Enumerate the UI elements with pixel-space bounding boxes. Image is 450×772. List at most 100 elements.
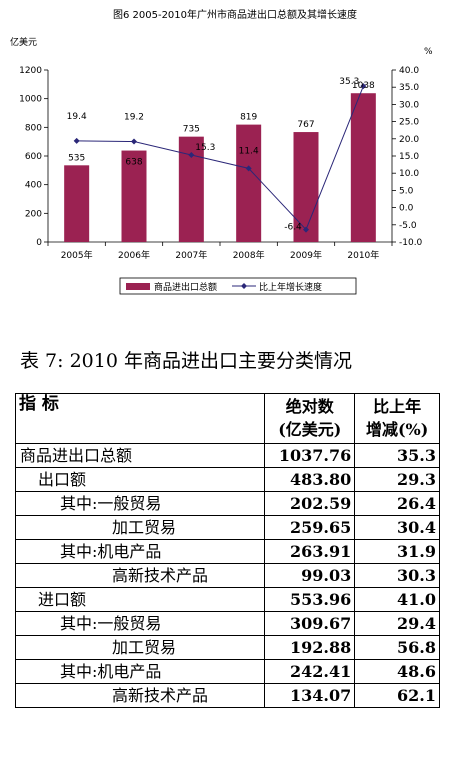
legend-label-growth: 比上年增长速度: [259, 281, 322, 293]
row-label: 出口额: [14, 467, 266, 492]
table-row: 出口额 483.80 29.3: [14, 467, 440, 492]
right-tick-label: 15.0: [399, 152, 419, 162]
row-label: 高新技术产品: [14, 563, 266, 588]
header-change-line2: 增减(%): [365, 420, 429, 439]
bar-value-label: 819: [240, 113, 257, 123]
right-tick-label: -5.0: [399, 221, 417, 231]
table-row: 商品进出口总额 1037.76 35.3: [14, 443, 440, 468]
row-label: 其中:一般贸易: [14, 611, 266, 636]
bar-value-label: 735: [183, 125, 200, 135]
bar: [236, 124, 262, 242]
left-tick-label: 1200: [19, 66, 42, 76]
bar-value-label: 767: [297, 120, 314, 130]
chart-legend: 商品进出口总额 比上年增长速度: [119, 277, 357, 295]
header-absolute: 绝对数 (亿美元): [264, 393, 356, 444]
row-change: 31.9: [354, 539, 440, 564]
line-point: [131, 138, 137, 145]
row-change: 41.0: [354, 587, 440, 612]
table-row: 加工贸易 192.88 56.8: [14, 635, 440, 660]
row-label: 其中:机电产品: [14, 539, 266, 564]
row-label: 高新技术产品: [14, 683, 266, 708]
right-tick-label: 35.0: [399, 83, 419, 93]
table-row: 其中:一般贸易 202.59 26.4: [14, 491, 440, 516]
row-value: 192.88: [264, 635, 356, 660]
row-value: 483.80: [264, 467, 356, 492]
legend-line-marker: [241, 283, 247, 289]
left-tick-label: 800: [25, 123, 42, 133]
right-tick-label: 10.0: [399, 169, 419, 179]
left-tick-label: 400: [25, 181, 42, 191]
bar-value-label: 535: [68, 153, 85, 163]
line-value-label: -6.4: [284, 223, 302, 233]
x-tick-label: 2006年: [118, 249, 150, 261]
line-value-label: 19.2: [124, 113, 144, 123]
table-title: 表 7: 2010 年商品进出口主要分类情况: [20, 350, 352, 372]
x-tick-label: 2009年: [290, 249, 322, 261]
data-labels: 535 638 735 819 767 1038 19.4 19.2 15.3 11.4 -6.4 3…: [67, 77, 375, 232]
left-axis-unit: 亿美元: [10, 36, 37, 48]
row-value: 242.41: [264, 659, 356, 684]
growth-line: [76, 85, 364, 231]
legend-label-total: 商品进出口总额: [154, 281, 217, 293]
line-point: [303, 226, 309, 233]
row-value: 202.59: [264, 491, 356, 516]
header-indicator: 指 标: [14, 393, 266, 444]
row-value: 263.91: [264, 539, 356, 564]
table-header-row: 指 标 绝对数 (亿美元) 比上年 增减(%): [14, 393, 440, 444]
left-tick-label: 600: [25, 152, 42, 162]
row-change: 48.6: [354, 659, 440, 684]
table-row: 其中:机电产品 263.91 31.9: [14, 539, 440, 564]
row-change: 29.3: [354, 467, 440, 492]
row-label: 其中:一般贸易: [14, 491, 266, 516]
right-tick-label: 30.0: [399, 100, 419, 110]
line-value-label: 35.3: [339, 77, 359, 87]
chart-title: 图6 2005-2010年广州市商品进出口总额及其增长速度: [113, 8, 357, 21]
x-tick-label: 2005年: [61, 249, 93, 261]
row-change: 29.4: [354, 611, 440, 636]
x-tick-label: 2007年: [175, 249, 207, 261]
row-label: 加工贸易: [14, 635, 266, 660]
right-tick-label: -10.0: [399, 238, 423, 248]
line-value-label: 19.4: [67, 112, 87, 122]
left-tick-label: 200: [25, 209, 42, 219]
trade-category-table: 指 标 绝对数 (亿美元) 比上年 增减(%) 商品进出口总额 1037.76 35…: [14, 393, 440, 708]
line-value-label: 15.3: [195, 143, 215, 153]
line-point: [360, 83, 367, 90]
table-row: 高新技术产品 134.07 62.1: [14, 683, 440, 708]
table-row: 进口额 553.96 41.0: [14, 587, 440, 612]
row-change: 35.3: [354, 443, 440, 468]
header-change-line1: 比上年: [373, 397, 422, 416]
row-change: 62.1: [354, 683, 440, 708]
bar: [293, 132, 319, 242]
chart-axes: 0 200 400 600 800 1000 1200 -10.0 -5.0 0.0 5.0 10.0…: [19, 66, 422, 261]
row-value: 99.03: [264, 563, 356, 588]
right-tick-label: 40.0: [399, 66, 419, 76]
line-point: [245, 165, 252, 172]
row-value: 553.96: [264, 587, 356, 612]
row-change: 30.4: [354, 515, 440, 540]
bar-value-label: 638: [125, 158, 142, 168]
bar: [64, 165, 90, 242]
row-label: 加工贸易: [14, 515, 266, 540]
combo-chart: 图6 2005-2010年广州市商品进出口总额及其增长速度 亿美元 % 0 200…: [10, 8, 433, 295]
legend-box: [119, 277, 357, 295]
row-value: 259.65: [264, 515, 356, 540]
right-tick-label: 5.0: [399, 186, 414, 196]
row-value: 134.07: [264, 683, 356, 708]
right-tick-label: 25.0: [399, 118, 419, 128]
row-label: 商品进出口总额: [14, 443, 266, 468]
row-label: 其中:机电产品: [14, 659, 266, 684]
left-tick-label: 1000: [19, 95, 42, 105]
legend-bar-swatch: [126, 283, 150, 290]
left-tick-label: 0: [36, 238, 42, 248]
table-row: 加工贸易 259.65 30.4: [14, 515, 440, 540]
header-absolute-line2: (亿美元): [278, 420, 342, 439]
right-tick-label: 20.0: [399, 135, 419, 145]
right-tick-label: 0.0: [399, 204, 414, 214]
line-point: [188, 151, 195, 158]
row-value: 1037.76: [264, 443, 356, 468]
row-change: 56.8: [354, 635, 440, 660]
header-change: 比上年 增减(%): [354, 393, 440, 444]
row-value: 309.67: [264, 611, 356, 636]
table-row: 高新技术产品 99.03 30.3: [14, 563, 440, 588]
